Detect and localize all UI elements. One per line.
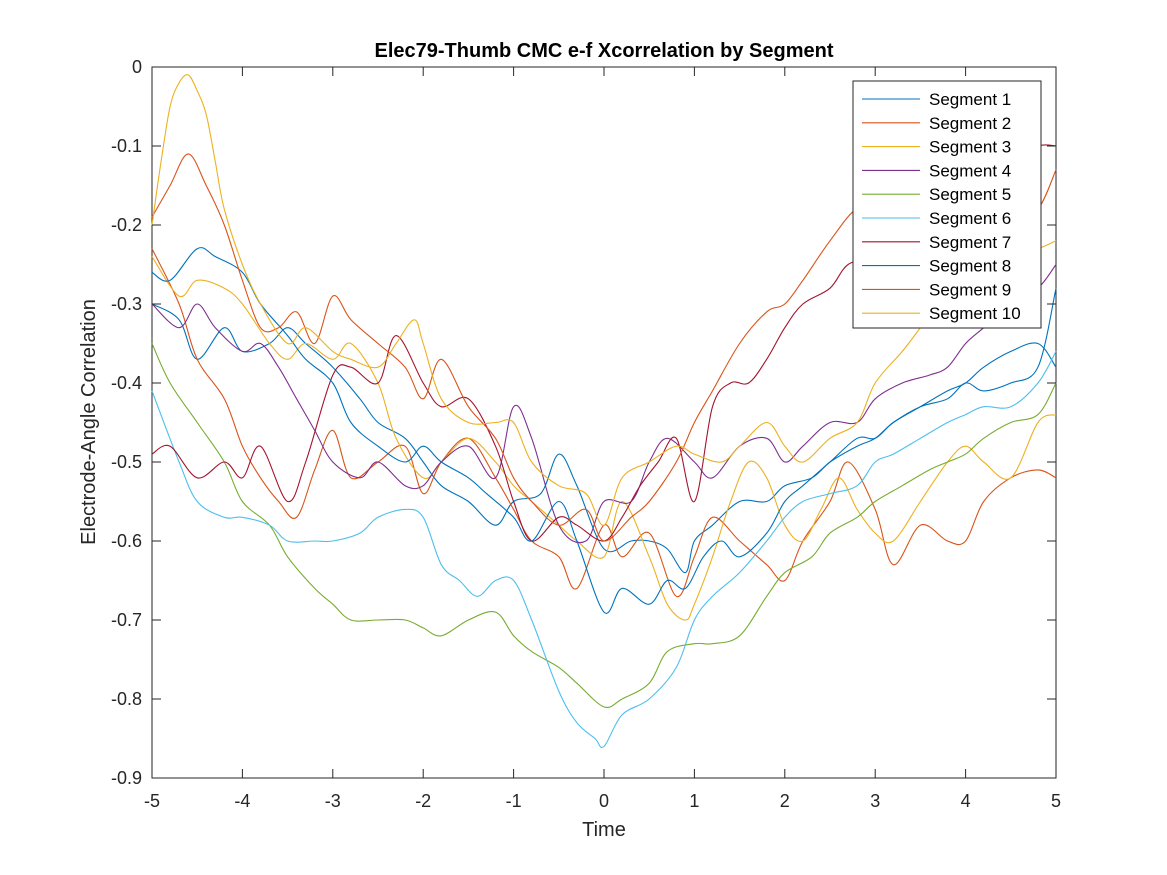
- y-tick-label: -0.8: [111, 689, 142, 709]
- y-axis-label: Electrode-Angle Correlation: [78, 299, 100, 545]
- chart-title: Elec79-Thumb CMC e-f Xcorrelation by Seg…: [375, 40, 834, 62]
- x-axis-label: Time: [582, 819, 626, 841]
- series-layer: [151, 74, 1057, 748]
- y-tick-label: -0.9: [111, 768, 142, 788]
- y-tick-label: -0.1: [111, 136, 142, 156]
- y-tick-label: -0.7: [111, 610, 142, 630]
- series-line-segment-3: [151, 256, 1057, 621]
- x-tick-label: 5: [1051, 791, 1061, 811]
- legend-label-segment-1: Segment 1: [929, 90, 1011, 109]
- series-line-segment-2: [151, 248, 1057, 597]
- x-tick-label: 2: [780, 791, 790, 811]
- legend-label-segment-2: Segment 2: [929, 114, 1011, 133]
- legend-label-segment-7: Segment 7: [929, 233, 1011, 252]
- legend-label-segment-5: Segment 5: [929, 185, 1011, 204]
- y-tick-label: 0: [132, 57, 142, 77]
- legend-label-segment-6: Segment 6: [929, 209, 1011, 228]
- series-line-segment-5: [151, 343, 1057, 709]
- x-tick-label: -3: [325, 791, 341, 811]
- y-tick-label: -0.5: [111, 452, 142, 472]
- series-line-segment-6: [151, 351, 1057, 748]
- x-tick-label: -1: [506, 791, 522, 811]
- series-line-segment-4: [151, 264, 1057, 544]
- x-tick-label: 1: [689, 791, 699, 811]
- legend-label-segment-4: Segment 4: [929, 161, 1011, 180]
- legend[interactable]: Segment 1 Segment 2 Segment 3 Segment 4 Segm…: [852, 80, 1042, 329]
- legend-label-segment-9: Segment 9: [929, 280, 1011, 299]
- x-tick-label: 0: [599, 791, 609, 811]
- x-tick-label: -4: [234, 791, 250, 811]
- series-line-segment-8: [151, 247, 1057, 614]
- legend-box: [852, 80, 1042, 329]
- y-tick-label: -0.4: [111, 373, 142, 393]
- y-tick-label: -0.2: [111, 215, 142, 235]
- x-tick-label: 4: [961, 791, 971, 811]
- y-axis: 0 -0.1 -0.2 -0.3 -0.4 -0.5 -0.6 -0.7 -0.8 -0.9: [111, 57, 1056, 788]
- legend-label-segment-3: Segment 3: [929, 138, 1011, 157]
- y-tick-label: -0.6: [111, 531, 142, 551]
- x-tick-label: -2: [415, 791, 431, 811]
- x-tick-label: -5: [144, 791, 160, 811]
- y-tick-label: -0.3: [111, 294, 142, 314]
- legend-items: Segment 1 Segment 2 Segment 3 Segment 4 Segm…: [862, 90, 1021, 323]
- series-line-segment-10: [151, 74, 1057, 526]
- legend-label-segment-10: Segment 10: [929, 304, 1021, 323]
- x-tick-label: 3: [870, 791, 880, 811]
- x-axis: -5 -4 -3 -2 -1 0 1 2 3 4 5: [144, 67, 1061, 811]
- legend-label-segment-8: Segment 8: [929, 257, 1011, 276]
